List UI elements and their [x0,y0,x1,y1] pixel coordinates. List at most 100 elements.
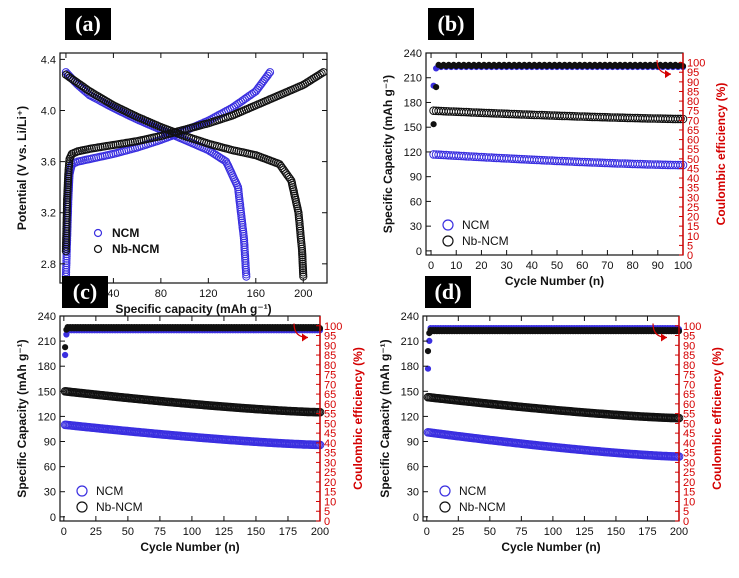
voltage-point-nb-ncm-discharge [298,266,308,275]
y2-tick-label: 0 [683,516,689,528]
y2-tick-label: 5 [683,506,689,518]
y2-tick-label: 75 [324,370,336,382]
panel-label: (b) [438,11,465,36]
y2-tick-label: 65 [324,389,336,401]
data-points [61,68,328,281]
efficiency-point-ncm-efficiency [424,365,432,372]
voltage-point-nb-ncm-charge [62,215,71,224]
x-tick-label: 0 [424,526,430,538]
voltage-point-nb-ncm-charge [62,204,72,213]
efficiency-point-nb-ncm-efficiency [424,348,432,355]
y2-tick-label: 95 [324,331,336,343]
y2-tick-label: 70 [683,379,695,391]
x-tick-label: 200 [294,288,312,300]
x-tick-label: 100 [674,260,692,272]
capacity-point-ncm [673,160,683,170]
y2-tick-label: 60 [324,399,336,411]
y2-tick-label: 95 [683,331,695,343]
y-tick-label: 4.0 [41,106,56,118]
legend-marker [76,485,88,497]
voltage-point-nb-ncm-charge [63,183,72,192]
axis-arrow-head-icon [661,333,667,342]
y-tick-label: 4.4 [41,54,56,66]
y2-tick-label: 40 [324,438,336,450]
y2-tick-label: 75 [683,370,695,382]
x-tick-label: 150 [607,526,625,538]
x-tick-label: 25 [90,526,102,538]
x-tick-label: 100 [183,526,201,538]
y2-tick-label: 60 [683,399,695,411]
x-tick-label: 75 [154,526,166,538]
panel-d: 0 25 50 75 100 125 150 175 200030609012015018021… [378,276,724,554]
y2-tick-label: 45 [687,163,699,175]
y2-tick-label: 15 [687,221,699,233]
y-tick-label: 180 [38,361,56,373]
voltage-point-nb-ncm-charge [62,233,71,242]
y2-tick-label: 85 [683,350,695,362]
x-tick-label: 20 [475,260,487,272]
x-axis-label: Cycle Number (n) [140,540,239,554]
legend-label: Nb-NCM [96,500,143,514]
y2-tick-label: 85 [687,86,699,98]
y-tick-label: 120 [401,411,419,423]
panel-label: (a) [75,11,101,36]
y2-tick-label: 50 [324,418,336,430]
y-tick-label: 180 [401,361,419,373]
y2-tick-label: 90 [324,340,336,352]
data-points [423,325,684,461]
y2-tick-label: 40 [683,438,695,450]
x-tick-label: 70 [601,260,613,272]
data-points [429,61,688,170]
x-tick-label: 30 [501,260,513,272]
y-axis-label: Specific Capacity (mAh g⁻¹) [378,339,392,497]
voltage-point-nb-ncm-charge [61,244,71,253]
y-tick-label: 60 [44,462,56,474]
x-tick-label: 25 [452,526,464,538]
y-tick-label: 60 [407,462,419,474]
y2-tick-label: 25 [687,202,699,214]
y2-tick-label: 80 [687,96,699,108]
legend-marker [439,501,451,513]
y2-tick-label: 35 [324,448,336,460]
x-tick-label: 0 [428,260,434,272]
y-tick-label: 90 [410,172,422,184]
y-tick-label: 150 [404,122,422,134]
x-tick-label: 200 [311,526,329,538]
y2-tick-label: 90 [683,340,695,352]
legend-label: NCM [96,484,123,498]
y-tick-label: 0 [413,512,419,524]
panel-b: 0 10 20 30 40 50 60 70 80 90 100030609012015018021… [381,8,728,288]
plot-frame [59,52,328,284]
voltage-point-ncm-discharge [242,272,251,281]
y2-tick-label: 85 [324,350,336,362]
y2-tick-label: 5 [324,506,330,518]
y2-tick-label: 75 [687,106,699,118]
y2-tick-label: 45 [683,428,695,440]
y-tick-label: 30 [407,487,419,499]
x-axis-label: Cycle Number (n) [501,540,600,554]
y-tick-label: 3.2 [41,208,56,220]
y2-tick-label: 0 [324,516,330,528]
x-tick-label: 175 [279,526,297,538]
legend-marker [442,235,454,247]
x-tick-label: 50 [551,260,563,272]
y2-tick-label: 30 [687,192,699,204]
x-tick-label: 10 [450,260,462,272]
legend-label: Nb-NCM [462,234,509,248]
voltage-point-nb-ncm-charge [317,69,326,78]
y2-tick-label: 70 [324,379,336,391]
efficiency-point-ncm-efficiency [62,351,69,359]
legend-marker [76,501,88,513]
y2-tick-label: 30 [324,457,336,469]
legend-label: NCM [459,484,486,498]
voltage-point-nb-ncm-charge [62,213,71,222]
y2-tick-label: 30 [683,457,695,469]
y2-tick-label: 20 [324,477,336,489]
y-tick-label: 90 [407,437,419,449]
y2-axis-label: Coulombic efficiency (%) [351,347,365,490]
x-tick-label: 40 [526,260,538,272]
y2-tick-label: 55 [683,409,695,421]
y-tick-label: 150 [38,386,56,398]
voltage-point-nb-ncm-charge [64,168,73,177]
y-tick-label: 0 [50,512,56,524]
